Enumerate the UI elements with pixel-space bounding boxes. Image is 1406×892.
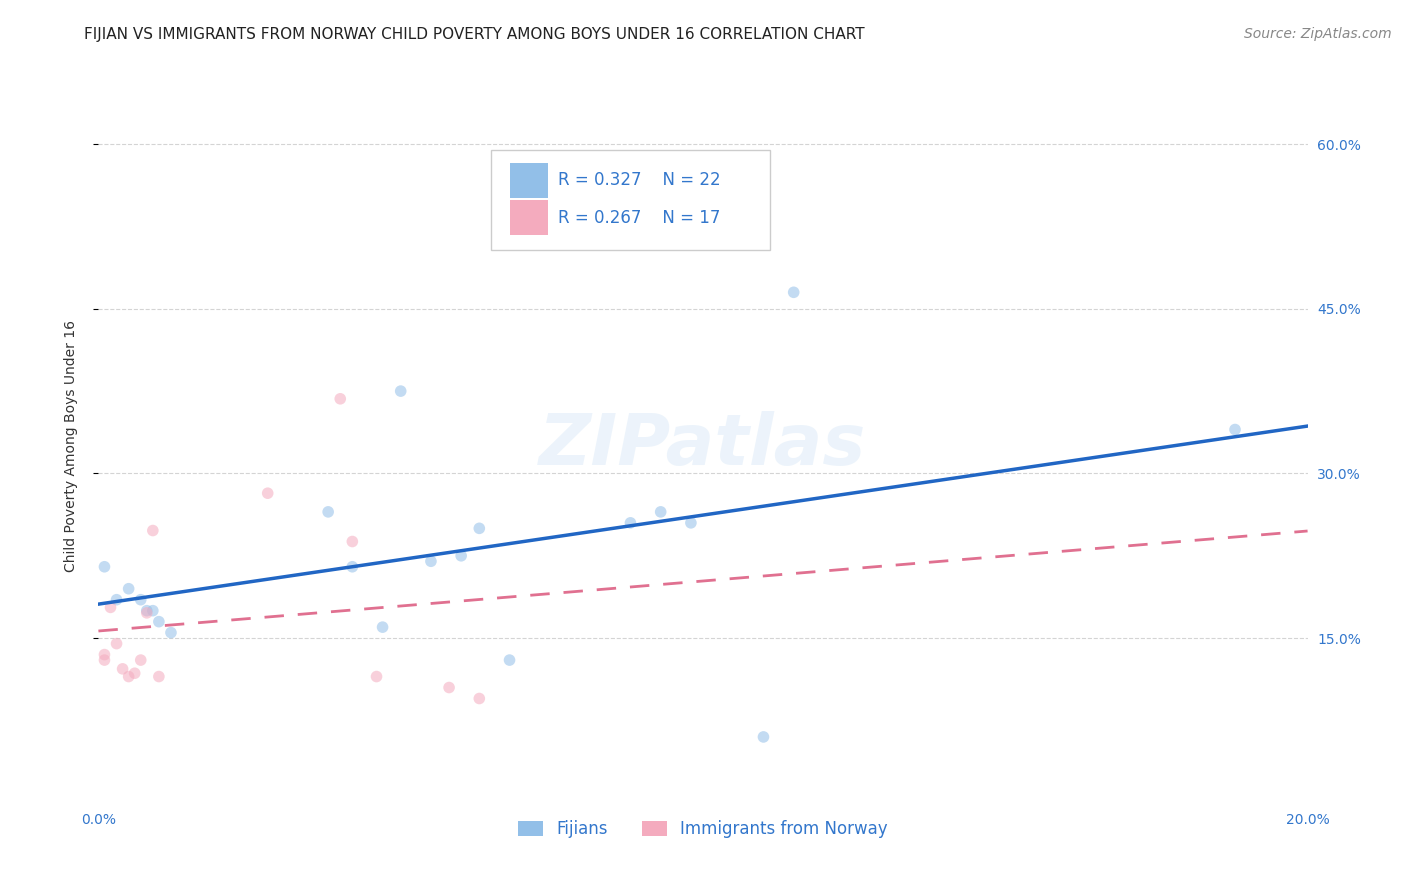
Point [105,592,128,607]
Point [160,625,183,640]
Point [468,691,491,706]
Point [329,392,352,406]
Point [752,730,775,744]
Point [118,669,141,683]
Point [148,615,170,629]
Point [111,662,134,676]
Point [129,592,152,607]
Point [148,669,170,683]
Point [316,505,339,519]
Legend: Fijians, Immigrants from Norway: Fijians, Immigrants from Norway [512,814,894,845]
Point [100,600,122,615]
Point [93,653,115,667]
Point [124,666,146,681]
FancyBboxPatch shape [509,162,548,198]
Y-axis label: Child Poverty Among Boys Under 16: Child Poverty Among Boys Under 16 [63,320,77,572]
Point [93,648,115,662]
FancyBboxPatch shape [509,200,548,235]
Text: R = 0.327    N = 22: R = 0.327 N = 22 [558,171,720,189]
Point [783,285,806,300]
Point [619,516,641,530]
Text: Source: ZipAtlas.com: Source: ZipAtlas.com [1244,27,1392,41]
Point [142,604,165,618]
Point [650,505,672,519]
Point [256,486,278,500]
Point [389,384,412,398]
Point [468,521,491,535]
Point [93,559,115,574]
Point [129,653,152,667]
Point [498,653,520,667]
Point [1223,423,1246,437]
Point [371,620,394,634]
Point [342,559,364,574]
Point [135,604,157,618]
FancyBboxPatch shape [492,150,769,250]
Point [135,606,157,620]
Point [142,524,165,538]
Point [679,516,702,530]
Point [118,582,141,596]
Text: FIJIAN VS IMMIGRANTS FROM NORWAY CHILD POVERTY AMONG BOYS UNDER 16 CORRELATION C: FIJIAN VS IMMIGRANTS FROM NORWAY CHILD P… [84,27,865,42]
Point [342,534,364,549]
Point [366,669,388,683]
Point [450,549,472,563]
Point [105,637,128,651]
Text: ZIPatlas: ZIPatlas [540,411,866,481]
Text: R = 0.267    N = 17: R = 0.267 N = 17 [558,209,720,227]
Point [420,554,443,568]
Point [437,681,460,695]
